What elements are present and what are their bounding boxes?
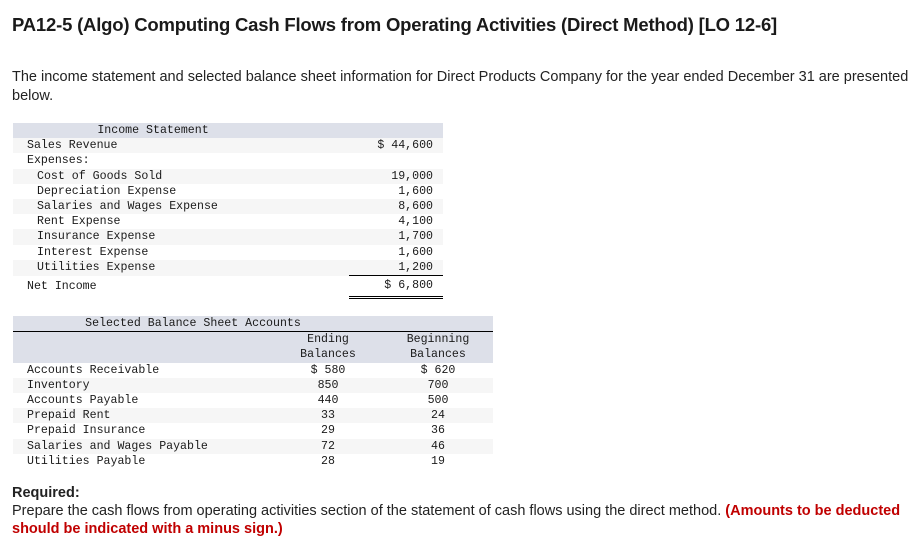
row-label: Expenses: [13,153,349,169]
net-income-value: $ 6,800 [349,275,443,300]
problem-intro: The income statement and selected balanc… [12,69,909,104]
beginning-balances-header: Beginning [383,331,493,348]
row-label: Utilities Expense [13,259,349,276]
balance-sheet-table: Selected Balance Sheet Accounts Ending B… [13,316,493,470]
beginning-value: 24 [383,408,493,424]
table-row: Accounts Payable 440 500 [13,393,493,409]
row-label: Insurance Expense [13,229,349,245]
ending-value: 440 [273,393,383,409]
table-row: Depreciation Expense 1,600 [13,183,443,200]
row-label: Rent Expense [13,214,349,230]
beginning-value: 46 [383,438,493,454]
table-row: Insurance Expense 1,700 [13,229,443,245]
net-income-row: Net Income $ 6,800 [13,275,443,300]
row-label: Salaries and Wages Payable [13,438,273,454]
column-header-row: Balances Balances [13,347,493,363]
ending-value: 29 [273,423,383,439]
table-row: Salaries and Wages Expense 8,600 [13,199,443,215]
net-income-label: Net Income [13,275,349,298]
beginning-value: 19 [383,453,493,470]
table-row: Prepaid Rent 33 24 [13,408,493,424]
table-row: Inventory 850 700 [13,377,493,394]
row-value: 4,100 [349,214,443,230]
table-row: Expenses: [13,153,443,169]
problem-title: PA12-5 (Algo) Computing Cash Flows from … [12,14,777,35]
row-value: 1,600 [349,183,443,200]
required-section: Required: Prepare the cash flows from op… [12,484,917,538]
ending-value: 850 [273,377,383,394]
table-row: Rent Expense 4,100 [13,214,443,230]
table-row: Utilities Payable 28 19 [13,453,493,470]
income-statement-table: Income Statement Sales Revenue $ 44,600 … [13,123,443,300]
table-row: Salaries and Wages Payable 72 46 [13,438,493,454]
row-label: Prepaid Insurance [13,423,273,439]
row-value: 19,000 [349,168,443,184]
income-statement-header-row: Income Statement [13,123,443,139]
row-label: Utilities Payable [13,453,273,470]
ending-value: 28 [273,453,383,470]
required-note: (Amounts to be deducted should be indica… [12,503,901,537]
column-header-row: Ending Beginning [13,331,493,348]
row-label: Sales Revenue [13,138,349,154]
row-label: Inventory [13,377,273,394]
ending-value: 72 [273,438,383,454]
table-row: Prepaid Insurance 29 36 [13,423,493,439]
row-label: Prepaid Rent [13,408,273,424]
beginning-value: 500 [383,393,493,409]
required-label: Required: [12,485,80,501]
table-row: Accounts Receivable $ 580 $ 620 [13,362,493,378]
balance-sheet-header-row: Selected Balance Sheet Accounts [13,316,493,333]
table-row: Sales Revenue $ 44,600 [13,138,443,154]
table-row: Interest Expense 1,600 [13,244,443,260]
row-value: 1,600 [349,244,443,260]
row-label: Accounts Receivable [13,362,273,378]
beginning-value: 36 [383,423,493,439]
row-label: Cost of Goods Sold [13,168,349,184]
income-statement-header: Income Statement [13,123,443,139]
ending-balances-header: Balances [273,347,383,363]
row-value: 1,200 [349,259,443,277]
row-label: Salaries and Wages Expense [13,199,349,215]
ending-value: $ 580 [273,362,383,378]
table-row: Cost of Goods Sold 19,000 [13,168,443,184]
beginning-value: 700 [383,377,493,394]
beginning-balances-header: Balances [383,347,493,363]
ending-balances-header: Ending [273,331,383,348]
table-row: Utilities Expense 1,200 [13,259,443,277]
row-value [349,153,443,169]
balance-sheet-header: Selected Balance Sheet Accounts [13,316,493,333]
row-value: 8,600 [349,199,443,215]
ending-value: 33 [273,408,383,424]
row-label: Interest Expense [13,244,349,260]
row-value: $ 44,600 [349,138,443,154]
beginning-value: $ 620 [383,362,493,378]
required-text: Prepare the cash flows from operating ac… [12,503,726,519]
row-value: 1,700 [349,229,443,245]
row-label: Accounts Payable [13,393,273,409]
row-label: Depreciation Expense [13,183,349,200]
